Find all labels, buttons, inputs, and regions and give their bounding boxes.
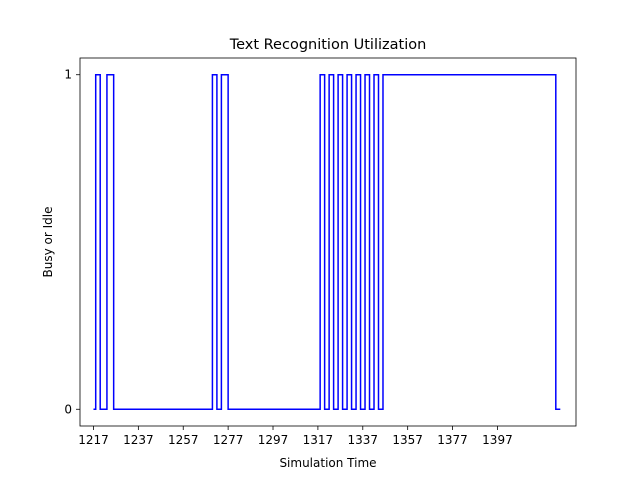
axes-frame [79,57,577,427]
x-tick-label: 1217 [78,433,109,447]
x-tick-label: 1357 [392,433,423,447]
x-axis: 1217 1237 1257 1277 1297 1317 1337 1357 1377 1397 [78,426,513,447]
x-tick-label: 1257 [168,433,199,447]
series-line-0 [93,73,561,411]
x-tick-label: 1377 [437,433,468,447]
x-tick-label: 1397 [482,433,513,447]
y-axis: 01 [64,68,80,416]
y-tick-label: 0 [64,402,72,416]
x-tick-label: 1237 [123,433,154,447]
chart-title: Text Recognition Utilization [229,37,427,53]
y-axis-label: Busy or Idle [41,207,55,278]
y-tick-label: 1 [64,68,72,82]
x-tick-label: 1297 [258,433,289,447]
x-tick-label: 1337 [348,433,379,447]
x-tick-label: 1277 [213,433,244,447]
plot-area [93,73,561,411]
x-tick-label: 1317 [303,433,334,447]
x-axis-label: Simulation Time [279,456,376,470]
